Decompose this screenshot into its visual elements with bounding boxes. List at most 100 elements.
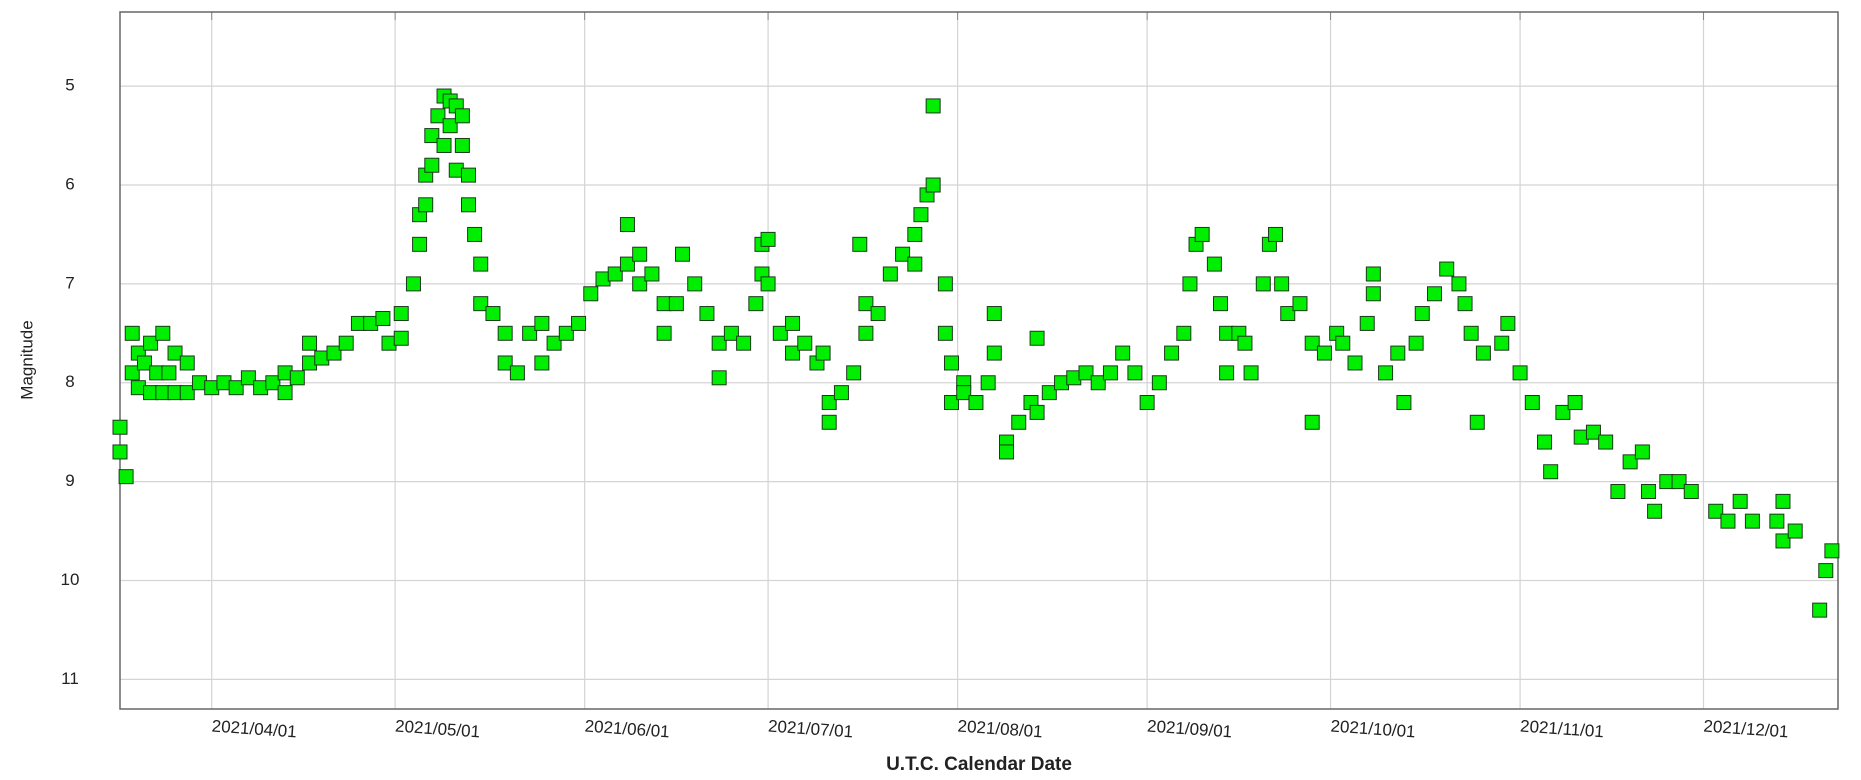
marker [815,345,831,361]
marker [228,380,244,396]
marker [619,256,635,272]
marker [986,345,1002,361]
marker [1671,474,1687,490]
marker [986,306,1002,322]
marker [1176,325,1192,341]
marker [1041,385,1057,401]
marker [785,345,801,361]
marker [833,385,849,401]
marker [999,444,1015,460]
marker [907,256,923,272]
marker [1365,266,1381,282]
marker [937,276,953,292]
marker [668,296,684,312]
marker [161,365,177,381]
marker [1824,543,1840,559]
marker [124,325,140,341]
marker [338,335,354,351]
marker [302,335,318,351]
marker [240,370,256,386]
marker [1335,335,1351,351]
x-axis-label: U.T.C. Calendar Date [886,754,1072,775]
marker [1029,330,1045,346]
marker [736,335,752,351]
marker [1268,226,1284,242]
marker [870,306,886,322]
marker [607,266,623,282]
marker [687,276,703,292]
marker [1775,493,1791,509]
marker [1378,365,1394,381]
marker [1029,404,1045,420]
marker [473,256,489,272]
marker [1194,226,1210,242]
marker [882,266,898,282]
marker [1787,523,1803,539]
marker [454,108,470,124]
marker [937,325,953,341]
y-tick-label: 5 [65,76,74,95]
marker [1537,434,1553,450]
marker [1390,345,1406,361]
marker [1408,335,1424,351]
marker [1818,563,1834,579]
marker [1683,483,1699,499]
marker [136,355,152,371]
marker [1219,365,1235,381]
x-tick-label: 2021/12/01 [1703,717,1789,742]
marker [1647,503,1663,519]
marker [1255,276,1271,292]
y-tick-label: 9 [65,471,74,490]
marker [454,137,470,153]
x-tick-label: 2021/10/01 [1330,717,1416,742]
marker [1139,395,1155,411]
marker [895,246,911,262]
marker [118,469,134,485]
marker [760,231,776,247]
marker [1769,513,1785,529]
marker [1439,261,1455,277]
marker [858,325,874,341]
marker [265,375,281,391]
marker [405,276,421,292]
marker [418,197,434,213]
marker [167,345,183,361]
marker [1316,345,1332,361]
x-tick-label: 2021/11/01 [1519,717,1604,742]
marker [644,266,660,282]
marker [1280,306,1296,322]
marker [852,236,868,252]
marker [1775,533,1791,549]
marker [1463,325,1479,341]
marker [155,325,171,341]
marker [497,355,513,371]
marker [1720,513,1736,529]
y-tick-label: 11 [61,669,79,688]
marker [821,395,837,411]
marker [1011,414,1027,430]
x-tick-label: 2021/04/01 [211,717,297,742]
marker [1585,424,1601,440]
marker [1304,414,1320,430]
marker [1457,296,1473,312]
marker [1567,395,1583,411]
marker [846,365,862,381]
marker [980,375,996,391]
marker [1524,395,1540,411]
marker [1512,365,1528,381]
marker [1708,503,1724,519]
marker [1469,414,1485,430]
x-tick-label: 2021/09/01 [1147,717,1233,742]
marker [430,108,446,124]
marker [1237,335,1253,351]
marker [632,276,648,292]
marker [1078,365,1094,381]
marker [858,296,874,312]
marker [1292,296,1308,312]
marker [1622,454,1638,470]
marker [485,306,501,322]
marker [277,385,293,401]
marker [1414,306,1430,322]
marker [968,395,984,411]
